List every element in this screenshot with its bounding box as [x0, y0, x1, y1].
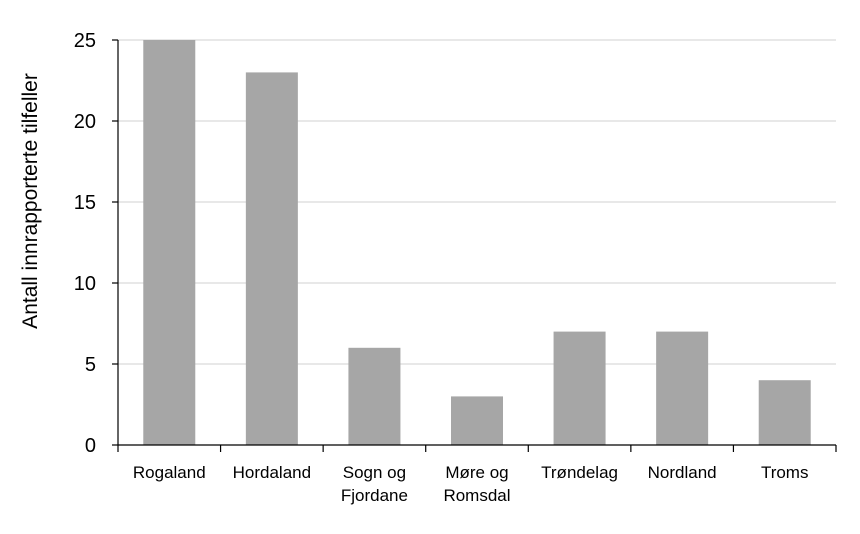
- bar: [656, 331, 709, 445]
- bar: [451, 396, 503, 445]
- gridlines: [118, 39, 836, 365]
- y-tick-labels: 0 5 10 15 20 25: [74, 30, 96, 457]
- y-tick-label: 15: [74, 192, 96, 214]
- x-category-label: Fjordane: [341, 486, 408, 505]
- x-category-label: Hordaland: [233, 463, 311, 482]
- bar: [348, 347, 401, 445]
- bar: [143, 40, 196, 445]
- x-category-label: Nordland: [648, 463, 717, 482]
- x-category-label: Rogaland: [133, 463, 206, 482]
- y-tick-label: 20: [74, 111, 96, 133]
- x-category-label: Trøndelag: [541, 463, 618, 482]
- x-category-label: Møre og: [445, 463, 508, 482]
- bars: [143, 40, 811, 446]
- x-category-label: Sogn og: [343, 463, 406, 482]
- y-axis-title: Antall innrapporterte tilfeller: [19, 73, 42, 329]
- axes: [112, 39, 837, 452]
- bar: [245, 72, 298, 446]
- bar: [553, 331, 606, 445]
- y-tick-label: 25: [74, 30, 96, 52]
- x-category-label: Troms: [761, 463, 809, 482]
- bar: [758, 380, 811, 445]
- x-category-labels: Rogaland Hordaland Sogn og Fjordane Møre og R…: [133, 463, 809, 505]
- y-tick-label: 0: [85, 435, 96, 457]
- y-tick-label: 10: [74, 273, 96, 295]
- x-category-label: Romsdal: [443, 486, 510, 505]
- y-tick-label: 5: [85, 354, 96, 376]
